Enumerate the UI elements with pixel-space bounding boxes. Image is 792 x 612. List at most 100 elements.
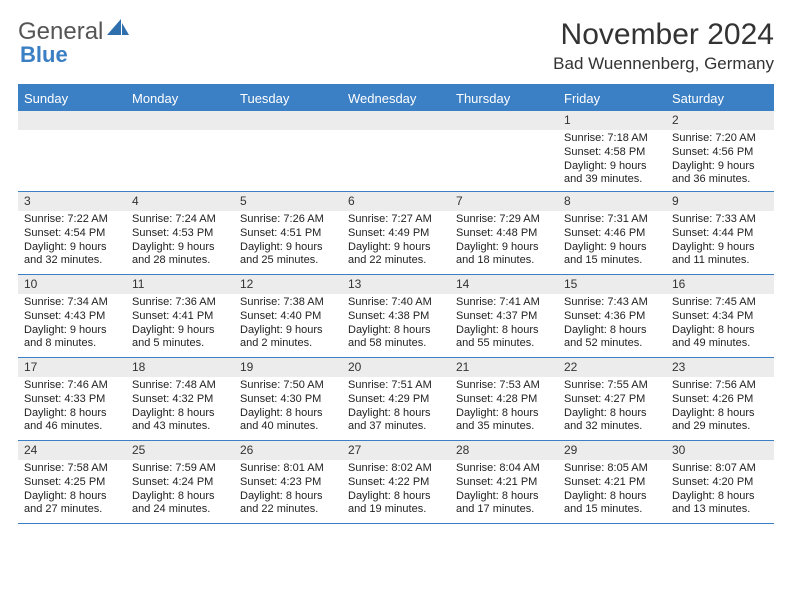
day-number: 13 <box>342 275 450 294</box>
day-info: Sunrise: 8:01 AMSunset: 4:23 PMDaylight:… <box>234 460 342 521</box>
day-number: 8 <box>558 192 666 211</box>
page-title: November 2024 <box>553 18 774 52</box>
sunset-text: Sunset: 4:22 PM <box>348 476 444 490</box>
sunset-text: Sunset: 4:40 PM <box>240 310 336 324</box>
day-number: 26 <box>234 441 342 460</box>
day-header-cell: Sunday <box>18 86 126 111</box>
day-info: Sunrise: 7:48 AMSunset: 4:32 PMDaylight:… <box>126 377 234 438</box>
sunrise-text: Sunrise: 7:46 AM <box>24 379 120 393</box>
day-cell <box>342 111 450 191</box>
sunset-text: Sunset: 4:53 PM <box>132 227 228 241</box>
day-header-cell: Wednesday <box>342 86 450 111</box>
day-cell: 20Sunrise: 7:51 AMSunset: 4:29 PMDayligh… <box>342 358 450 440</box>
daylight-text: Daylight: 8 hours and 19 minutes. <box>348 490 444 518</box>
sunrise-text: Sunrise: 7:36 AM <box>132 296 228 310</box>
day-cell: 25Sunrise: 7:59 AMSunset: 4:24 PMDayligh… <box>126 441 234 523</box>
sunrise-text: Sunrise: 7:40 AM <box>348 296 444 310</box>
day-info: Sunrise: 7:24 AMSunset: 4:53 PMDaylight:… <box>126 211 234 272</box>
logo-text-blue: Blue <box>20 42 68 68</box>
day-cell: 30Sunrise: 8:07 AMSunset: 4:20 PMDayligh… <box>666 441 774 523</box>
day-header-row: SundayMondayTuesdayWednesdayThursdayFrid… <box>18 86 774 111</box>
daylight-text: Daylight: 9 hours and 39 minutes. <box>564 160 660 188</box>
sunset-text: Sunset: 4:23 PM <box>240 476 336 490</box>
sunrise-text: Sunrise: 7:33 AM <box>672 213 768 227</box>
sunset-text: Sunset: 4:48 PM <box>456 227 552 241</box>
day-cell: 28Sunrise: 8:04 AMSunset: 4:21 PMDayligh… <box>450 441 558 523</box>
sunset-text: Sunset: 4:36 PM <box>564 310 660 324</box>
day-header-cell: Tuesday <box>234 86 342 111</box>
sunset-text: Sunset: 4:38 PM <box>348 310 444 324</box>
day-info: Sunrise: 7:29 AMSunset: 4:48 PMDaylight:… <box>450 211 558 272</box>
day-header-cell: Friday <box>558 86 666 111</box>
sunrise-text: Sunrise: 7:22 AM <box>24 213 120 227</box>
day-info: Sunrise: 7:31 AMSunset: 4:46 PMDaylight:… <box>558 211 666 272</box>
week-row: 3Sunrise: 7:22 AMSunset: 4:54 PMDaylight… <box>18 192 774 275</box>
daylight-text: Daylight: 9 hours and 22 minutes. <box>348 241 444 269</box>
day-cell: 8Sunrise: 7:31 AMSunset: 4:46 PMDaylight… <box>558 192 666 274</box>
day-number: 10 <box>18 275 126 294</box>
day-number: 22 <box>558 358 666 377</box>
daylight-text: Daylight: 8 hours and 17 minutes. <box>456 490 552 518</box>
sunrise-text: Sunrise: 7:48 AM <box>132 379 228 393</box>
day-number: 5 <box>234 192 342 211</box>
sunrise-text: Sunrise: 7:55 AM <box>564 379 660 393</box>
day-number: 1 <box>558 111 666 130</box>
daylight-text: Daylight: 8 hours and 43 minutes. <box>132 407 228 435</box>
sunset-text: Sunset: 4:41 PM <box>132 310 228 324</box>
day-cell: 22Sunrise: 7:55 AMSunset: 4:27 PMDayligh… <box>558 358 666 440</box>
day-cell: 6Sunrise: 7:27 AMSunset: 4:49 PMDaylight… <box>342 192 450 274</box>
sunset-text: Sunset: 4:46 PM <box>564 227 660 241</box>
day-info: Sunrise: 7:34 AMSunset: 4:43 PMDaylight:… <box>18 294 126 355</box>
daylight-text: Daylight: 8 hours and 40 minutes. <box>240 407 336 435</box>
sunset-text: Sunset: 4:21 PM <box>564 476 660 490</box>
daylight-text: Daylight: 9 hours and 25 minutes. <box>240 241 336 269</box>
daylight-text: Daylight: 8 hours and 37 minutes. <box>348 407 444 435</box>
day-info: Sunrise: 8:07 AMSunset: 4:20 PMDaylight:… <box>666 460 774 521</box>
day-number: 6 <box>342 192 450 211</box>
day-number: 19 <box>234 358 342 377</box>
sunrise-text: Sunrise: 7:34 AM <box>24 296 120 310</box>
day-info: Sunrise: 7:58 AMSunset: 4:25 PMDaylight:… <box>18 460 126 521</box>
day-cell: 12Sunrise: 7:38 AMSunset: 4:40 PMDayligh… <box>234 275 342 357</box>
daylight-text: Daylight: 9 hours and 2 minutes. <box>240 324 336 352</box>
day-header-cell: Saturday <box>666 86 774 111</box>
week-row: 24Sunrise: 7:58 AMSunset: 4:25 PMDayligh… <box>18 441 774 524</box>
sunrise-text: Sunrise: 7:31 AM <box>564 213 660 227</box>
sunrise-text: Sunrise: 7:24 AM <box>132 213 228 227</box>
day-cell: 9Sunrise: 7:33 AMSunset: 4:44 PMDaylight… <box>666 192 774 274</box>
sunset-text: Sunset: 4:37 PM <box>456 310 552 324</box>
sunrise-text: Sunrise: 7:43 AM <box>564 296 660 310</box>
sunrise-text: Sunrise: 8:01 AM <box>240 462 336 476</box>
day-number: 3 <box>18 192 126 211</box>
day-cell <box>450 111 558 191</box>
day-header-cell: Thursday <box>450 86 558 111</box>
day-cell: 19Sunrise: 7:50 AMSunset: 4:30 PMDayligh… <box>234 358 342 440</box>
day-number: 24 <box>18 441 126 460</box>
day-info: Sunrise: 7:51 AMSunset: 4:29 PMDaylight:… <box>342 377 450 438</box>
day-number: 21 <box>450 358 558 377</box>
day-info: Sunrise: 8:05 AMSunset: 4:21 PMDaylight:… <box>558 460 666 521</box>
day-number <box>234 111 342 130</box>
daylight-text: Daylight: 8 hours and 35 minutes. <box>456 407 552 435</box>
day-number: 17 <box>18 358 126 377</box>
sunrise-text: Sunrise: 7:38 AM <box>240 296 336 310</box>
day-cell: 2Sunrise: 7:20 AMSunset: 4:56 PMDaylight… <box>666 111 774 191</box>
sunrise-text: Sunrise: 7:58 AM <box>24 462 120 476</box>
sunset-text: Sunset: 4:29 PM <box>348 393 444 407</box>
day-info: Sunrise: 7:53 AMSunset: 4:28 PMDaylight:… <box>450 377 558 438</box>
sunset-text: Sunset: 4:32 PM <box>132 393 228 407</box>
day-cell: 13Sunrise: 7:40 AMSunset: 4:38 PMDayligh… <box>342 275 450 357</box>
day-number: 4 <box>126 192 234 211</box>
day-info: Sunrise: 7:18 AMSunset: 4:58 PMDaylight:… <box>558 130 666 191</box>
day-cell: 4Sunrise: 7:24 AMSunset: 4:53 PMDaylight… <box>126 192 234 274</box>
daylight-text: Daylight: 9 hours and 18 minutes. <box>456 241 552 269</box>
day-cell: 18Sunrise: 7:48 AMSunset: 4:32 PMDayligh… <box>126 358 234 440</box>
day-info: Sunrise: 7:22 AMSunset: 4:54 PMDaylight:… <box>18 211 126 272</box>
day-number: 16 <box>666 275 774 294</box>
sunrise-text: Sunrise: 7:27 AM <box>348 213 444 227</box>
day-number: 18 <box>126 358 234 377</box>
title-block: November 2024 Bad Wuennenberg, Germany <box>553 18 774 74</box>
day-number: 14 <box>450 275 558 294</box>
day-cell <box>126 111 234 191</box>
sunset-text: Sunset: 4:58 PM <box>564 146 660 160</box>
